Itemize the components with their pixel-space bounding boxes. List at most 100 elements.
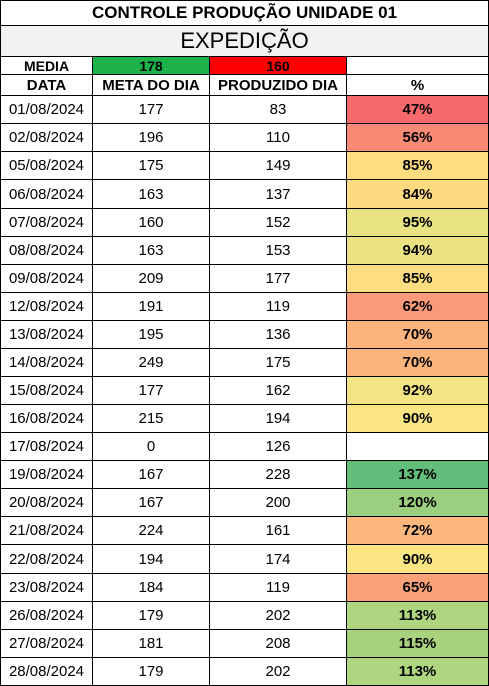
table-row: 23/08/2024 184 119 65% bbox=[0, 572, 489, 602]
table-row: 19/08/2024 167 228 137% bbox=[0, 460, 489, 490]
produzido-cell: 110 bbox=[209, 123, 347, 153]
date-cell: 12/08/2024 bbox=[0, 291, 93, 321]
table-row: 20/08/2024 167 200 120% bbox=[0, 488, 489, 518]
meta-cell: 184 bbox=[92, 572, 210, 602]
pct-cell: 62% bbox=[345, 291, 489, 321]
pct-cell: 85% bbox=[345, 263, 489, 293]
date-cell: 19/08/2024 bbox=[0, 460, 93, 490]
meta-cell: 179 bbox=[92, 656, 210, 686]
date-cell: 21/08/2024 bbox=[0, 516, 93, 546]
table-row: 13/08/2024 195 136 70% bbox=[0, 319, 489, 349]
table-row: 27/08/2024 181 208 115% bbox=[0, 628, 489, 658]
produzido-cell: 153 bbox=[209, 235, 347, 265]
header-pct: % bbox=[345, 74, 489, 97]
table-row: 12/08/2024 191 119 62% bbox=[0, 291, 489, 321]
table-row: 22/08/2024 194 174 90% bbox=[0, 544, 489, 574]
date-cell: 27/08/2024 bbox=[0, 628, 93, 658]
table-row: 07/08/2024 160 152 95% bbox=[0, 207, 489, 237]
meta-cell: 196 bbox=[92, 123, 210, 153]
meta-cell: 215 bbox=[92, 404, 210, 434]
produzido-cell: 177 bbox=[209, 263, 347, 293]
pct-cell: 95% bbox=[345, 207, 489, 237]
produzido-cell: 174 bbox=[209, 544, 347, 574]
media-empty-cell bbox=[345, 56, 489, 76]
meta-cell: 177 bbox=[92, 376, 210, 406]
media-produzido-value: 160 bbox=[209, 56, 347, 76]
date-cell: 28/08/2024 bbox=[0, 656, 93, 686]
date-cell: 13/08/2024 bbox=[0, 319, 93, 349]
table-row: 17/08/2024 0 126 bbox=[0, 432, 489, 462]
pct-cell: 113% bbox=[345, 600, 489, 630]
date-cell: 20/08/2024 bbox=[0, 488, 93, 518]
produzido-cell: 152 bbox=[209, 207, 347, 237]
pct-cell: 90% bbox=[345, 544, 489, 574]
pct-cell: 113% bbox=[345, 656, 489, 686]
table-row: 08/08/2024 163 153 94% bbox=[0, 235, 489, 265]
pct-cell: 94% bbox=[345, 235, 489, 265]
date-cell: 09/08/2024 bbox=[0, 263, 93, 293]
meta-cell: 181 bbox=[92, 628, 210, 658]
date-cell: 14/08/2024 bbox=[0, 347, 93, 378]
meta-cell: 160 bbox=[92, 207, 210, 237]
subtitle-row: EXPEDIÇÃO bbox=[0, 25, 489, 58]
pct-cell: 137% bbox=[345, 460, 489, 490]
produzido-cell: 208 bbox=[209, 628, 347, 658]
produzido-cell: 175 bbox=[209, 347, 347, 378]
meta-cell: 194 bbox=[92, 544, 210, 574]
pct-cell: 92% bbox=[345, 376, 489, 406]
table-row: 28/08/2024 179 202 113% bbox=[0, 656, 489, 686]
header-produzido: PRODUZIDO DIA bbox=[209, 74, 347, 97]
date-cell: 17/08/2024 bbox=[0, 432, 93, 462]
table-row: 21/08/2024 224 161 72% bbox=[0, 516, 489, 546]
produzido-cell: 83 bbox=[209, 95, 347, 125]
pct-cell: 47% bbox=[345, 95, 489, 125]
date-cell: 23/08/2024 bbox=[0, 572, 93, 602]
pct-cell: 72% bbox=[345, 516, 489, 546]
media-label: MEDIA bbox=[0, 56, 93, 76]
date-cell: 07/08/2024 bbox=[0, 207, 93, 237]
pct-cell: 120% bbox=[345, 488, 489, 518]
produzido-cell: 202 bbox=[209, 656, 347, 686]
media-row: MEDIA 178 160 bbox=[0, 56, 489, 76]
table-row: 26/08/2024 179 202 113% bbox=[0, 600, 489, 630]
meta-cell: 163 bbox=[92, 235, 210, 265]
meta-cell: 175 bbox=[92, 151, 210, 181]
produzido-cell: 200 bbox=[209, 488, 347, 518]
date-cell: 08/08/2024 bbox=[0, 235, 93, 265]
meta-cell: 177 bbox=[92, 95, 210, 125]
pct-cell: 90% bbox=[345, 404, 489, 434]
meta-cell: 179 bbox=[92, 600, 210, 630]
produzido-cell: 161 bbox=[209, 516, 347, 546]
meta-cell: 224 bbox=[92, 516, 210, 546]
meta-cell: 167 bbox=[92, 488, 210, 518]
table-title: CONTROLE PRODUÇÃO UNIDADE 01 bbox=[0, 0, 489, 27]
produzido-cell: 202 bbox=[209, 600, 347, 630]
pct-cell: 115% bbox=[345, 628, 489, 658]
meta-cell: 167 bbox=[92, 460, 210, 490]
date-cell: 01/08/2024 bbox=[0, 95, 93, 125]
produzido-cell: 194 bbox=[209, 404, 347, 434]
title-row: CONTROLE PRODUÇÃO UNIDADE 01 bbox=[0, 0, 489, 27]
produzido-cell: 228 bbox=[209, 460, 347, 490]
date-cell: 02/08/2024 bbox=[0, 123, 93, 153]
meta-cell: 249 bbox=[92, 347, 210, 378]
header-data: DATA bbox=[0, 74, 93, 97]
meta-cell: 209 bbox=[92, 263, 210, 293]
header-meta: META DO DIA bbox=[92, 74, 210, 97]
pct-cell: 85% bbox=[345, 151, 489, 181]
date-cell: 06/08/2024 bbox=[0, 179, 93, 209]
pct-cell: 56% bbox=[345, 123, 489, 153]
date-cell: 16/08/2024 bbox=[0, 404, 93, 434]
produzido-cell: 149 bbox=[209, 151, 347, 181]
meta-cell: 0 bbox=[92, 432, 210, 462]
pct-cell: 84% bbox=[345, 179, 489, 209]
produzido-cell: 119 bbox=[209, 572, 347, 602]
produzido-cell: 137 bbox=[209, 179, 347, 209]
meta-cell: 191 bbox=[92, 291, 210, 321]
meta-cell: 195 bbox=[92, 319, 210, 349]
date-cell: 26/08/2024 bbox=[0, 600, 93, 630]
table-row: 09/08/2024 209 177 85% bbox=[0, 263, 489, 293]
produzido-cell: 126 bbox=[209, 432, 347, 462]
